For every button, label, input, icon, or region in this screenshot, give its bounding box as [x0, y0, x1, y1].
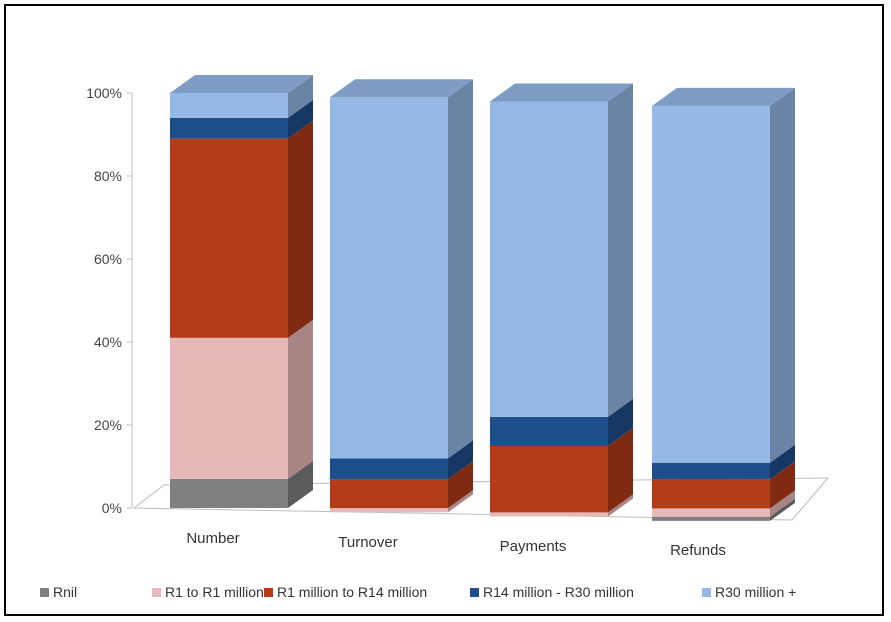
bar-side-number-rnil — [288, 460, 313, 508]
bar-refunds-r30-million — [652, 105, 770, 463]
bar-payments-r30-million — [490, 101, 608, 417]
bar-top-number — [170, 75, 313, 93]
legend-swatch-r30-million — [702, 588, 711, 597]
legend-swatch-rnil — [40, 588, 49, 597]
bar-top-refunds — [652, 87, 795, 106]
legend-label-r14-million-r30-million: R14 million - R30 million — [483, 584, 634, 600]
bar-side-turnover-r1-million-to-r14-million — [448, 461, 473, 509]
legend-swatch-r1-million-to-r14-million — [264, 588, 273, 597]
bar-side-refunds-rnil — [770, 498, 795, 521]
bar-side-number-r30-million — [288, 75, 313, 118]
bar-refunds-r1-to-r1-million — [652, 508, 770, 517]
bar-side-refunds-r1-to-r1-million — [770, 490, 795, 517]
bar-side-number-r1-million-to-r14-million — [288, 120, 313, 338]
bar-turnover-r1-million-to-r14-million — [330, 479, 448, 509]
y-tick-label: 60% — [94, 251, 122, 267]
bar-side-payments-r30-million — [608, 83, 633, 417]
bar-side-payments-r1-million-to-r14-million — [608, 427, 633, 513]
legend-swatch-r1-to-r1-million — [152, 588, 161, 597]
bar-turnover-r30-million — [330, 97, 448, 459]
bar-side-refunds-r14-million-r30-million — [770, 444, 795, 480]
bar-number-r30-million — [170, 93, 288, 118]
bar-refunds-r14-million-r30-million — [652, 462, 770, 480]
legend-label-r1-to-r1-million: R1 to R1 million — [165, 584, 264, 600]
bar-side-payments-r1-to-r1-million — [608, 494, 633, 517]
bar-refunds-r1-million-to-r14-million — [652, 479, 770, 509]
bar-refunds-rnil — [652, 516, 770, 521]
bar-side-number-r1-to-r1-million — [288, 319, 313, 479]
y-tick-label: 80% — [94, 168, 122, 184]
y-tick-label: 40% — [94, 334, 122, 350]
bar-side-refunds-r30-million — [770, 87, 795, 463]
bar-payments-r1-million-to-r14-million — [490, 445, 608, 513]
y-tick-label: 20% — [94, 417, 122, 433]
bar-turnover-r1-to-r1-million — [330, 508, 448, 513]
bar-number-r1-to-r1-million — [170, 337, 288, 479]
bar-number-rnil — [170, 478, 288, 508]
bar-top-payments — [490, 83, 633, 102]
bar-top-turnover — [330, 79, 473, 98]
bar-side-payments-r14-million-r30-million — [608, 398, 633, 446]
x-category-label-refunds: Refunds — [670, 542, 726, 559]
legend-label-r1-million-to-r14-million: R1 million to R14 million — [277, 584, 427, 600]
legend-swatch-r14-million-r30-million — [470, 588, 479, 597]
y-tick-label: 0% — [102, 500, 122, 516]
bar-payments-r1-to-r1-million — [490, 512, 608, 517]
bar-side-turnover-r30-million — [448, 79, 473, 459]
bar-side-number-r14-million-r30-million — [288, 99, 313, 139]
x-category-label-payments: Payments — [500, 538, 567, 555]
bar-payments-r14-million-r30-million — [490, 416, 608, 446]
y-tick-label: 100% — [86, 85, 122, 101]
bar-side-refunds-r1-million-to-r14-million — [770, 461, 795, 509]
bar-side-turnover-r14-million-r30-million — [448, 440, 473, 480]
bar-number-r1-million-to-r14-million — [170, 138, 288, 338]
x-category-label-turnover: Turnover — [338, 534, 397, 551]
x-category-label-number: Number — [186, 530, 239, 547]
legend-label-rnil: Rnil — [53, 584, 77, 600]
bar-side-turnover-r1-to-r1-million — [448, 490, 473, 513]
bar-number-r14-million-r30-million — [170, 117, 288, 139]
bar-turnover-r14-million-r30-million — [330, 458, 448, 480]
legend-label-r30-million: R30 million + — [715, 584, 796, 600]
